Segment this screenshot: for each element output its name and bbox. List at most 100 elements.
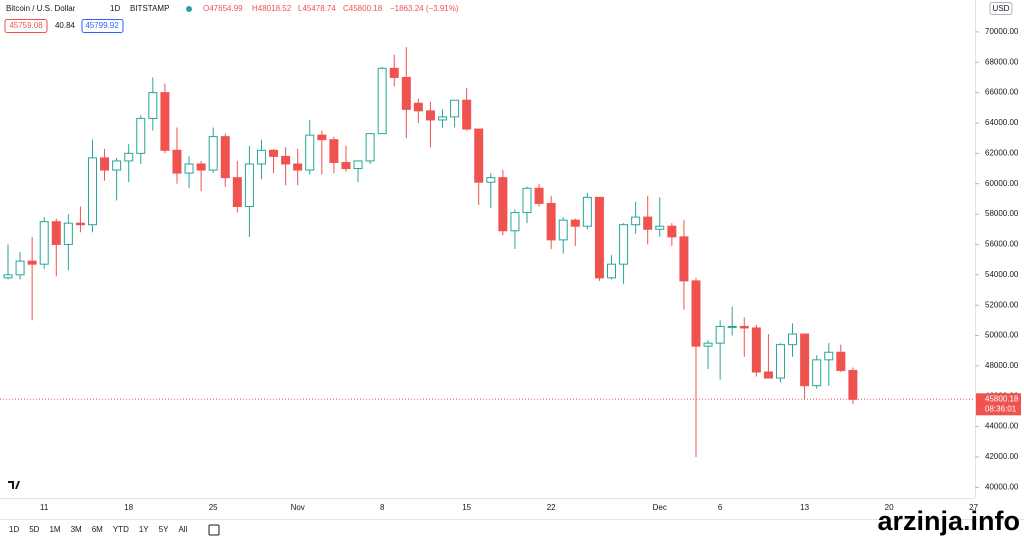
candle-body xyxy=(594,196,604,279)
ohlc-low: L45478.74 xyxy=(298,4,336,13)
candle-body xyxy=(510,212,520,232)
range-button[interactable]: 3M xyxy=(71,525,82,534)
candle-body xyxy=(100,157,110,171)
candle-body xyxy=(184,163,194,174)
candle-body xyxy=(498,177,508,232)
candle-body xyxy=(607,263,616,279)
x-tick-label: Nov xyxy=(291,503,305,512)
candle-body xyxy=(112,160,122,171)
candle-body xyxy=(679,236,689,282)
candle-body xyxy=(3,274,13,279)
candle-body xyxy=(317,134,327,141)
range-button[interactable]: 5D xyxy=(29,525,39,534)
buy-button[interactable] xyxy=(81,19,124,33)
y-tick-label: 68000.00 xyxy=(985,57,1019,66)
currency-button[interactable] xyxy=(989,2,1013,15)
buy-price[interactable]: 45799.92 xyxy=(85,21,119,30)
candle-body xyxy=(763,371,773,379)
candle-body xyxy=(75,222,85,226)
candle-body xyxy=(87,157,97,226)
candle-body xyxy=(522,187,532,214)
candle-body xyxy=(256,149,266,165)
y-tick-label: 58000.00 xyxy=(985,209,1019,218)
candle-body xyxy=(148,92,158,119)
candle-body xyxy=(486,177,496,183)
watermark: arzinja.info xyxy=(877,506,1020,536)
candle-body xyxy=(232,177,242,207)
candle-body xyxy=(836,351,846,371)
candle-body xyxy=(438,116,448,121)
y-tick-label: 40000.00 xyxy=(985,482,1019,491)
candle-body xyxy=(450,99,460,118)
spread: 40.84 xyxy=(55,21,76,30)
x-tick-label: 15 xyxy=(462,503,471,512)
x-tick-label: 27 xyxy=(969,503,978,512)
range-button[interactable]: All xyxy=(178,525,187,534)
candle-body xyxy=(329,139,339,163)
candle-body xyxy=(715,325,725,344)
candle-body xyxy=(546,202,556,241)
date-range-button[interactable] xyxy=(208,524,220,536)
sell-price[interactable]: 45759.08 xyxy=(9,21,43,30)
y-tick-label: 42000.00 xyxy=(985,452,1019,461)
x-tick-label: 22 xyxy=(547,503,556,512)
candle-body xyxy=(63,222,73,245)
x-tick-label: 25 xyxy=(209,503,218,512)
candle-body xyxy=(220,136,230,179)
ohlc-close: C45800.18 xyxy=(343,4,383,13)
ohlc-change: −1863.24 (−3.91%) xyxy=(390,4,459,13)
range-button[interactable]: 1Y xyxy=(139,525,149,534)
candle-body xyxy=(643,216,653,230)
range-button[interactable]: 6M xyxy=(92,525,103,534)
symbol-legend: Bitcoin / U.S. Dollar 1D BITSTAMP O47654… xyxy=(6,4,459,13)
candle-body xyxy=(727,325,737,328)
y-tick-label: 48000.00 xyxy=(985,361,1019,370)
x-tick-label: 18 xyxy=(124,503,133,512)
range-button[interactable]: YTD xyxy=(113,525,129,534)
candle-body xyxy=(691,280,701,347)
symbol: Bitcoin / U.S. Dollar xyxy=(6,4,76,13)
x-tick-label: 11 xyxy=(40,503,49,512)
tv-logo xyxy=(8,481,20,489)
candle-body xyxy=(341,161,351,170)
candle-body xyxy=(582,196,592,227)
y-tick-label: 64000.00 xyxy=(985,118,1019,127)
candle-body xyxy=(293,163,303,171)
candle-body xyxy=(631,216,641,226)
candle-body xyxy=(172,149,182,174)
candle-body xyxy=(848,369,858,400)
candle-body xyxy=(377,67,387,135)
candle-body xyxy=(800,333,810,387)
y-tick-label: 66000.00 xyxy=(985,88,1019,97)
y-tick-label: 62000.00 xyxy=(985,148,1019,157)
candle-body xyxy=(365,133,375,162)
candle-body xyxy=(655,225,665,230)
candle-body xyxy=(425,110,435,121)
y-tick-label: 44000.00 xyxy=(985,422,1019,431)
candle-body xyxy=(353,160,363,170)
candle-body xyxy=(667,225,677,238)
range-button[interactable]: 1D xyxy=(9,525,19,534)
candle-body xyxy=(619,224,629,265)
toolbar: 1D 5D 1M 3M 6M YTD 1Y 5Y All xyxy=(9,525,188,534)
x-tick-label: 20 xyxy=(885,503,894,512)
candle-body xyxy=(51,221,61,245)
x-tick-label: 6 xyxy=(718,503,723,512)
range-button[interactable]: 5Y xyxy=(159,525,169,534)
y-tick-label: 70000.00 xyxy=(985,27,1019,36)
market-status xyxy=(186,6,192,12)
range-button[interactable]: 1M xyxy=(49,525,60,534)
candle-body xyxy=(558,219,568,241)
y-tick-label: 60000.00 xyxy=(985,179,1019,188)
currency[interactable]: USD xyxy=(993,4,1010,13)
candle-body xyxy=(703,342,713,347)
candle-body xyxy=(136,117,146,154)
candle-body xyxy=(208,136,218,171)
last-price-tag xyxy=(976,393,1021,416)
candle-body xyxy=(751,327,761,373)
candle-body xyxy=(812,359,822,387)
y-tick-label: 50000.00 xyxy=(985,331,1019,340)
sell-button[interactable] xyxy=(4,19,48,33)
